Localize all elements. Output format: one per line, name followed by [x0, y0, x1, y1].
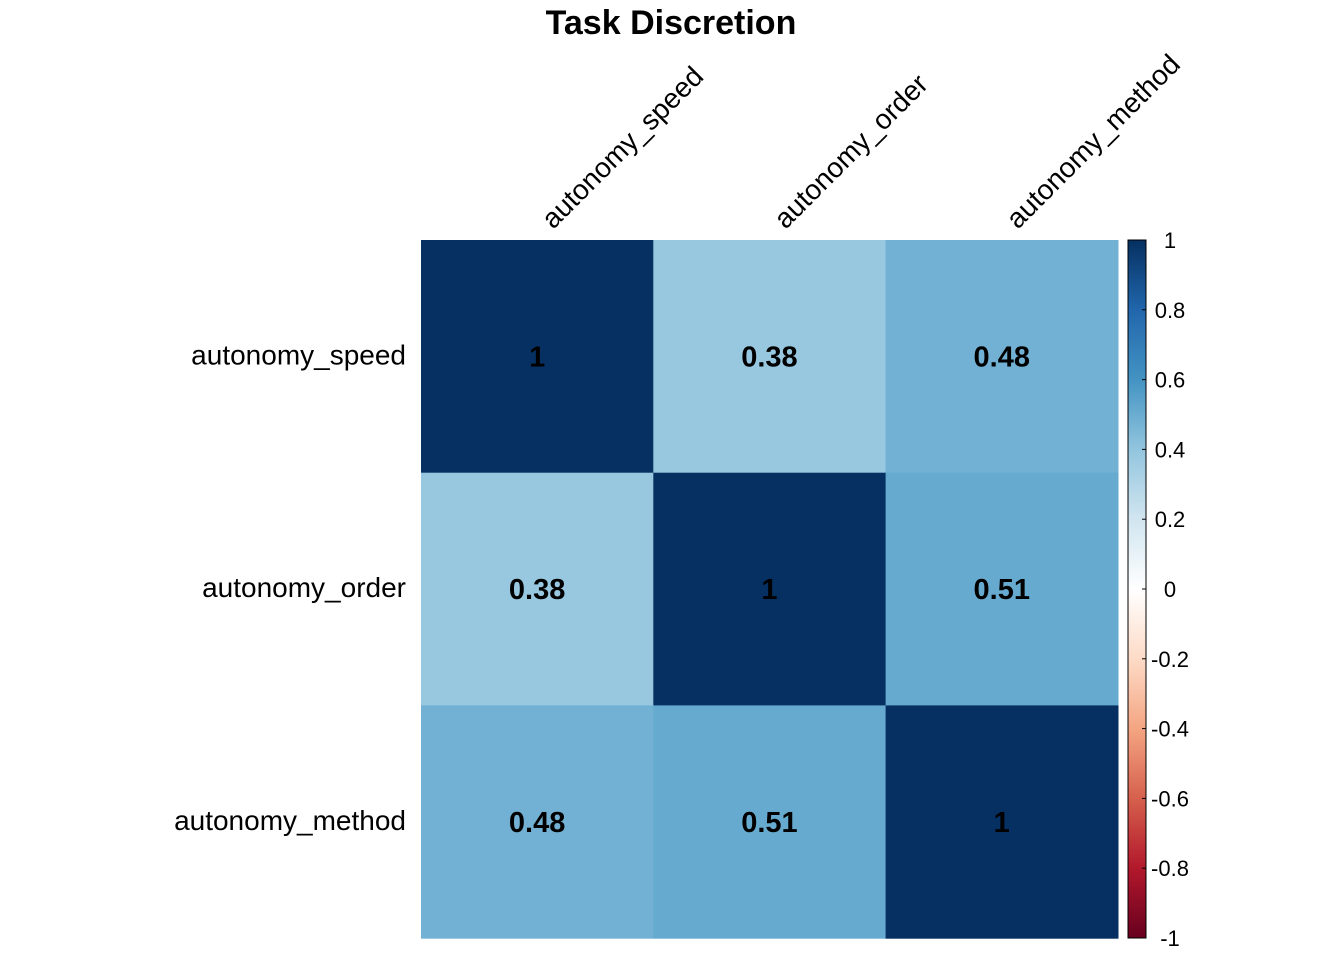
cell-value-label: 0.38 [509, 574, 565, 606]
heatmap-cell [421, 240, 654, 474]
heatmap-cell [653, 472, 887, 706]
column-label: autonomy_speed [535, 60, 709, 234]
column-labels: autonomy_speed autonomy_order autonomy_met… [535, 48, 1186, 234]
colorbar-tick-label: 0 [1164, 577, 1176, 602]
colorbar-tick-label: 0.8 [1155, 298, 1186, 323]
colorbar-tick-label: -0.2 [1151, 647, 1189, 672]
cell-value-label: 1 [529, 341, 545, 373]
row-label: autonomy_order [202, 572, 406, 603]
colorbar-tick-label: -0.4 [1151, 717, 1189, 742]
colorbar-tick-label: -1 [1160, 926, 1180, 951]
cell-value-label: 0.51 [974, 574, 1030, 606]
cell-value-label: 0.48 [974, 341, 1030, 373]
colorbar-tick-label: -0.6 [1151, 786, 1189, 811]
cell-value-label: 0.38 [741, 341, 797, 373]
colorbar-tick-label: 0.6 [1155, 368, 1186, 393]
cell-value-label: 1 [994, 807, 1010, 839]
heatmap-cell [885, 240, 1119, 474]
heatmap-cells [421, 240, 1119, 939]
colorbar-tick-label: -0.8 [1151, 856, 1189, 881]
cell-value-label: 1 [761, 574, 777, 606]
colorbar-tick-label: 1 [1164, 228, 1176, 253]
cell-value-label: 0.48 [509, 807, 565, 839]
heatmap-cell [421, 705, 654, 939]
heatmap-cell [885, 705, 1119, 939]
column-label: autonomy_order [768, 68, 934, 234]
heatmap-cell [653, 705, 887, 939]
heatmap-cell [653, 240, 887, 474]
row-label: autonomy_speed [191, 339, 406, 370]
heatmap-cell [421, 472, 654, 706]
cell-value-label: 0.51 [741, 807, 797, 839]
colorbar-tick-label: 0.2 [1155, 507, 1186, 532]
heatmap-cell-labels: 1 0.38 0.48 0.38 1 0.51 0.48 0.51 1 [509, 341, 1030, 838]
column-label: autonomy_method [1000, 48, 1186, 234]
colorbar-tick-label: 0.4 [1155, 437, 1186, 462]
heatmap-cell [885, 472, 1119, 706]
row-labels: autonomy_speed autonomy_order autonomy_met… [174, 339, 406, 835]
chart-title: Task Discretion [546, 4, 797, 42]
row-label: autonomy_method [174, 805, 406, 836]
colorbar: 1 0.8 0.6 0.4 0.2 0 -0.2 -0.4 -0.6 -0.8 -1 [1127, 228, 1189, 951]
